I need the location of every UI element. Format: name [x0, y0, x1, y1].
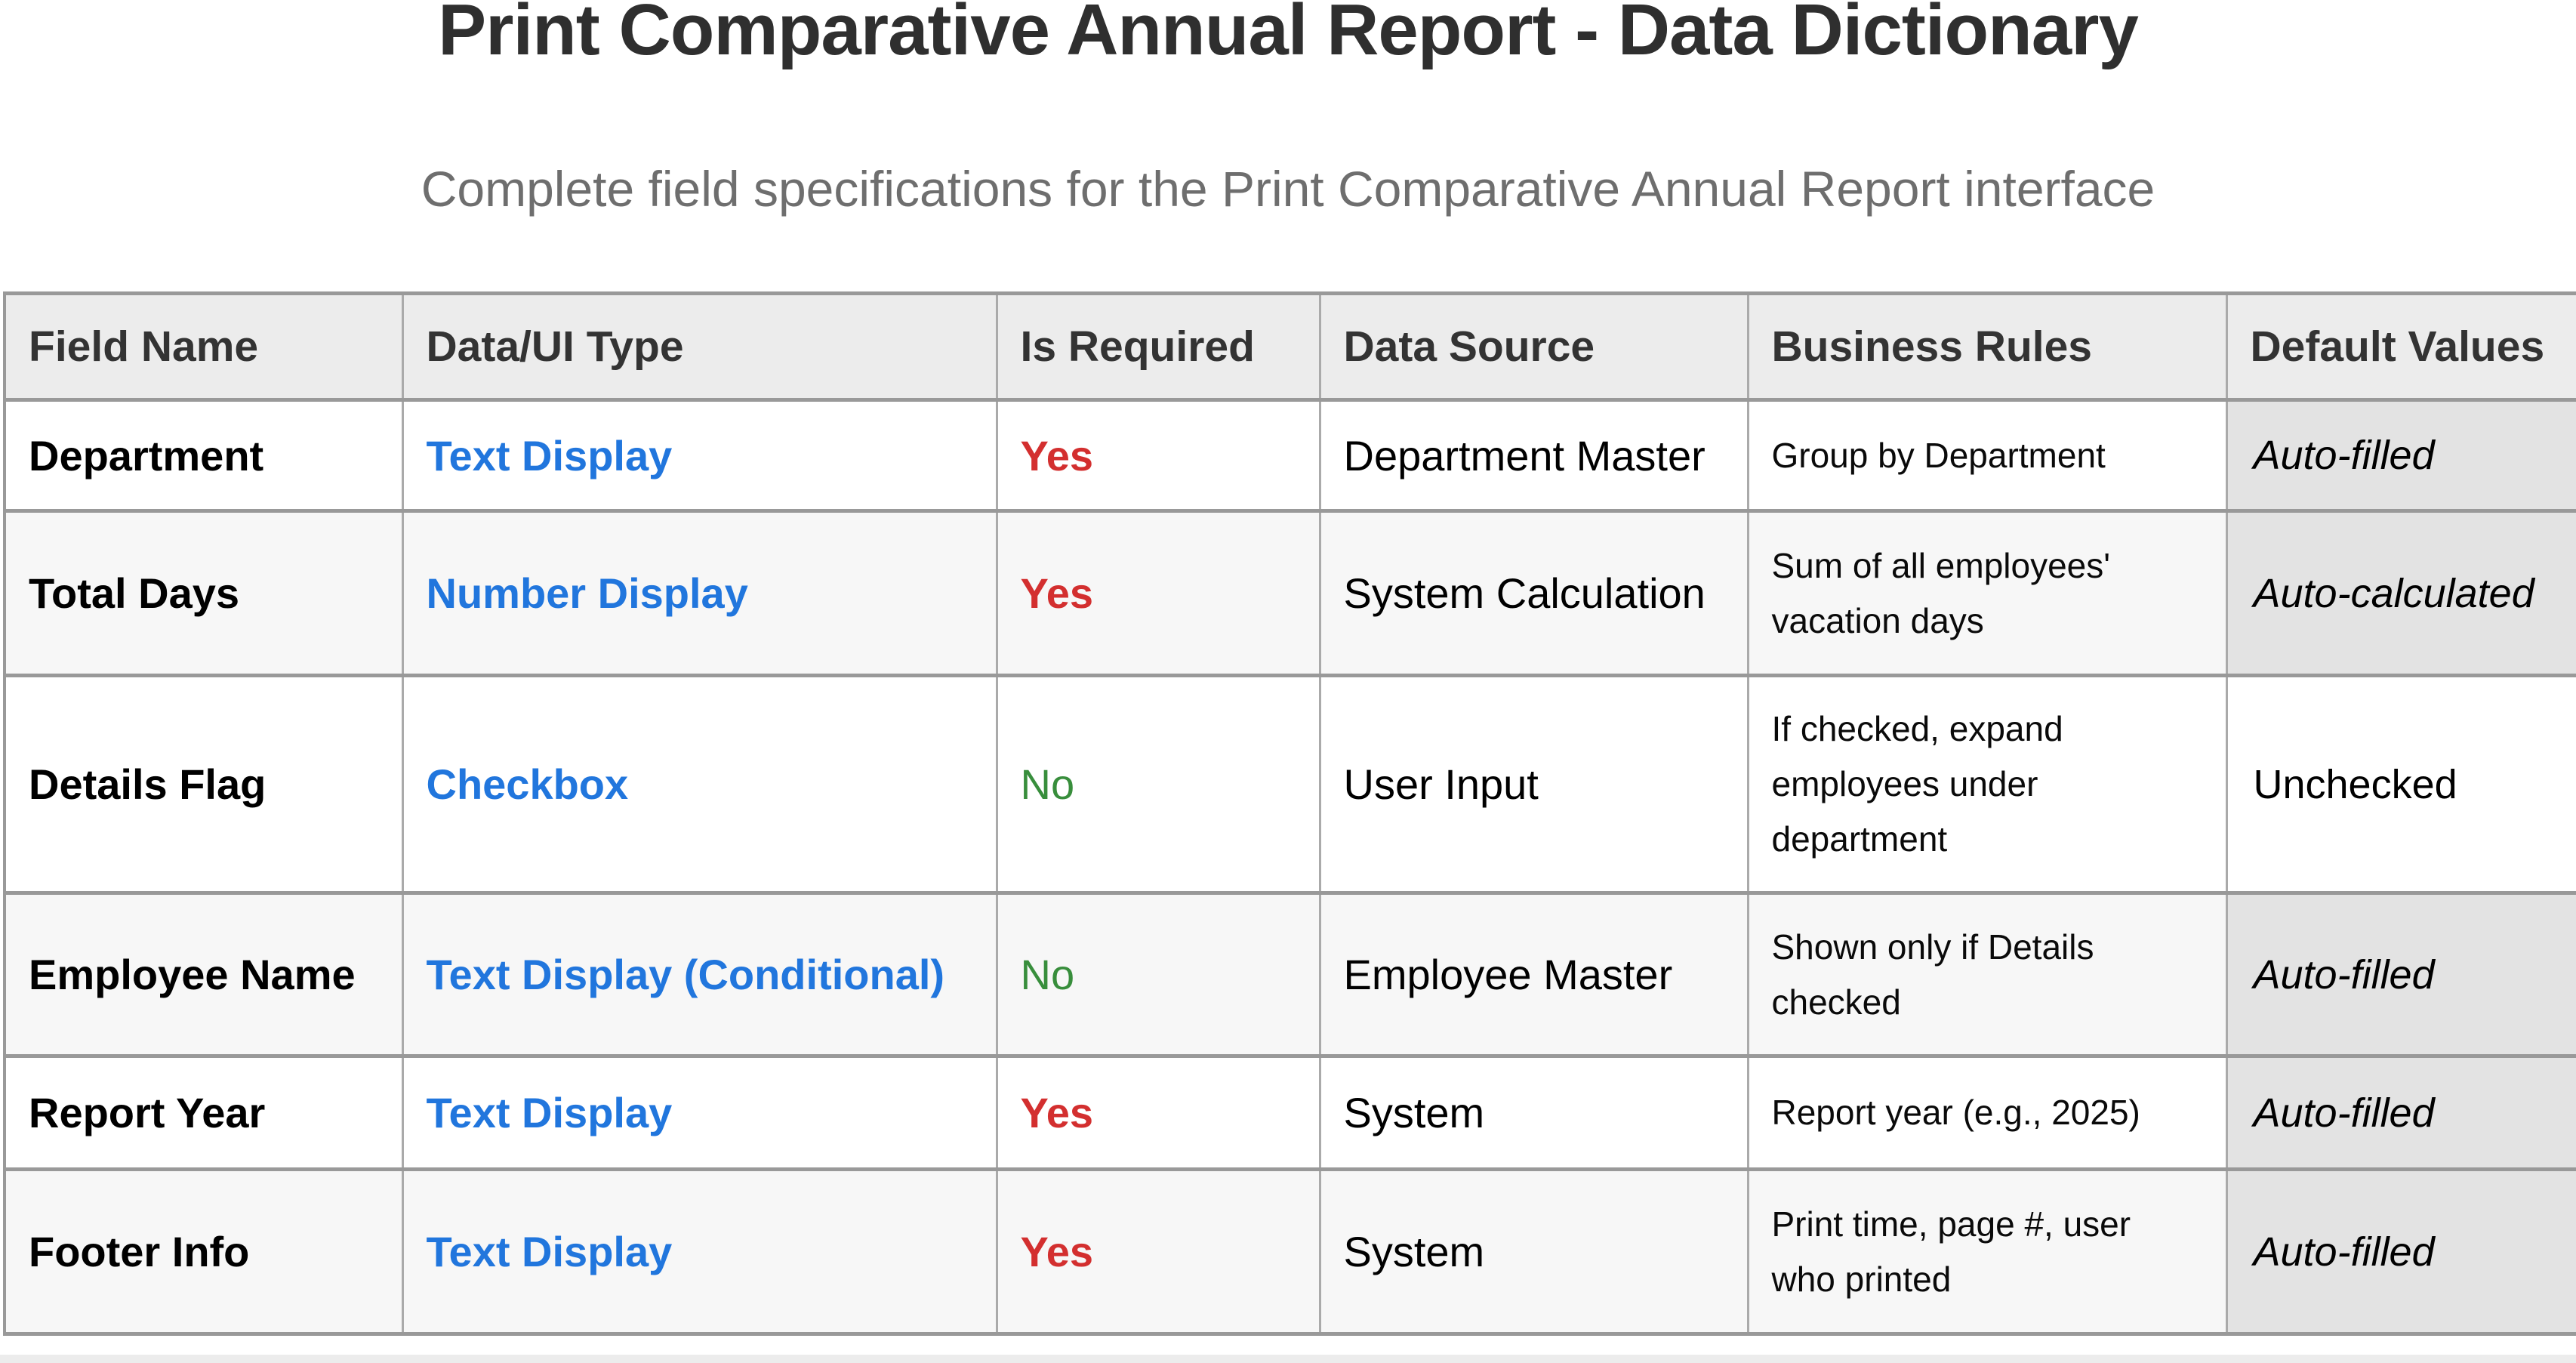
business-rules-cell: Shown only if Details checked: [1746, 891, 2226, 1056]
default-value-cell: Auto-filled: [2225, 1167, 2576, 1336]
default-value-cell: Unchecked: [2225, 674, 2576, 893]
page-title: Print Comparative Annual Report - Data D…: [438, 0, 2139, 70]
default-value-cell: Auto-filled: [2225, 398, 2576, 511]
data-source-cell: System: [1318, 1054, 1748, 1170]
table-row-employee-name: Employee Name Text Display (Conditional)…: [3, 891, 2576, 1056]
business-rules-cell: Group by Department: [1746, 398, 2226, 511]
is-required-cell: Yes: [995, 398, 1320, 511]
ui-type-cell: Text Display: [401, 398, 997, 511]
field-name-cell: Report Year: [3, 1054, 402, 1170]
ui-type-cell: Text Display: [401, 1054, 997, 1170]
table-row-details-flag: Details Flag Checkbox No User Input If c…: [3, 674, 2576, 893]
business-rules-cell: If checked, expand employees under depar…: [1746, 674, 2226, 893]
ui-type-cell: Number Display: [401, 509, 997, 676]
table-row-footer-info: Footer Info Text Display Yes System Prin…: [3, 1167, 2576, 1336]
field-name-cell: Department: [3, 398, 402, 511]
field-name-cell: Footer Info: [3, 1167, 402, 1336]
business-rules-cell: Sum of all employees' vacation days: [1746, 509, 2226, 676]
is-required-cell: Yes: [995, 1167, 1320, 1336]
column-header-default-values: Default Values: [2225, 291, 2576, 400]
ui-type-cell: Text Display: [401, 1167, 997, 1336]
header-row: Field Name Data/UI Type Is Required Data…: [3, 291, 2576, 400]
data-source-cell: System Calculation: [1318, 509, 1748, 676]
table-row-total-days: Total Days Number Display Yes System Cal…: [3, 509, 2576, 676]
column-header-business-rules: Business Rules: [1746, 291, 2226, 400]
business-rules-cell: Print time, page #, user who printed: [1746, 1167, 2226, 1336]
column-header-field-name: Field Name: [3, 291, 402, 400]
data-source-cell: Department Master: [1318, 398, 1748, 511]
default-value-cell: Auto-filled: [2225, 1054, 2576, 1170]
table-row-report-year: Report Year Text Display Yes System Repo…: [3, 1054, 2576, 1170]
is-required-cell: No: [995, 674, 1320, 893]
column-header-data-source: Data Source: [1318, 291, 1748, 400]
ui-type-cell: Checkbox: [401, 674, 997, 893]
field-name-cell: Total Days: [3, 509, 402, 676]
data-source-cell: User Input: [1318, 674, 1748, 893]
column-header-data-ui-type: Data/UI Type: [401, 291, 997, 400]
data-dictionary-table: Field Name Data/UI Type Is Required Data…: [3, 291, 2576, 1336]
is-required-cell: Yes: [995, 509, 1320, 676]
page-subtitle: Complete field specifications for the Pr…: [421, 161, 2155, 217]
table-row-department: Department Text Display Yes Department M…: [3, 398, 2576, 511]
business-rules-cell: Report year (e.g., 2025): [1746, 1054, 2226, 1170]
field-name-cell: Employee Name: [3, 891, 402, 1056]
data-source-cell: Employee Master: [1318, 891, 1748, 1056]
data-source-cell: System: [1318, 1167, 1748, 1336]
is-required-cell: No: [995, 891, 1320, 1056]
default-value-cell: Auto-filled: [2225, 891, 2576, 1056]
default-value-cell: Auto-calculated: [2225, 509, 2576, 676]
is-required-cell: Yes: [995, 1054, 1320, 1170]
column-header-is-required: Is Required: [995, 291, 1320, 400]
field-name-cell: Details Flag: [3, 674, 402, 893]
ui-type-cell: Text Display (Conditional): [401, 891, 997, 1056]
